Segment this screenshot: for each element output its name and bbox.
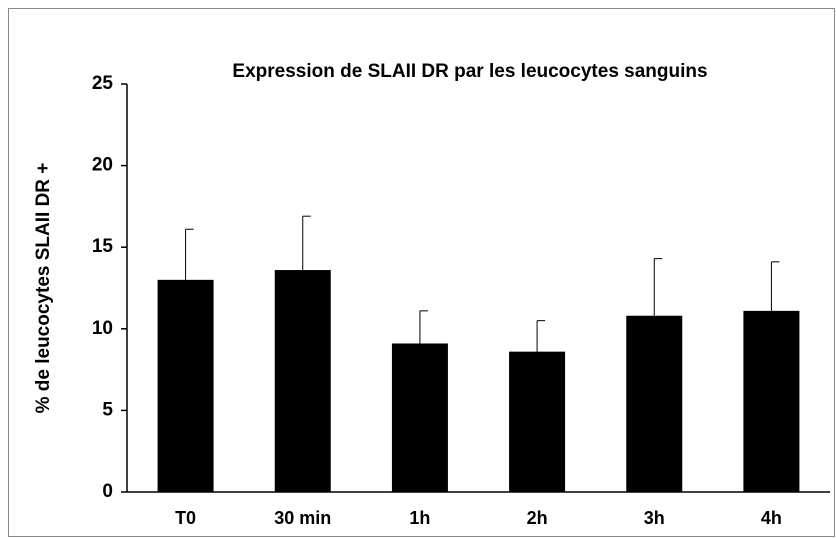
y-axis-label: % de leucocytes SLAII DR + (33, 163, 54, 414)
x-tick-label: 3h (644, 508, 665, 528)
bar (743, 310, 800, 492)
bar (274, 270, 331, 492)
chart-title: Expression de SLAII DR par les leucocyte… (232, 61, 707, 82)
bar (391, 343, 448, 492)
y-tick-label: 10 (92, 318, 113, 339)
x-tick-label: 2h (527, 508, 548, 528)
y-tick-label: 5 (102, 399, 113, 420)
y-tick-label: 25 (92, 73, 114, 94)
x-tick-label: T0 (175, 508, 196, 528)
x-tick-label: 4h (761, 508, 782, 528)
x-tick-label: 1h (409, 508, 430, 528)
bar (157, 279, 214, 492)
bar (509, 351, 566, 492)
y-tick-label: 15 (92, 236, 114, 257)
y-tick-label: 20 (92, 155, 113, 176)
y-tick-label: 0 (102, 481, 113, 502)
bar (626, 315, 683, 492)
x-tick-label: 30 min (274, 508, 331, 528)
